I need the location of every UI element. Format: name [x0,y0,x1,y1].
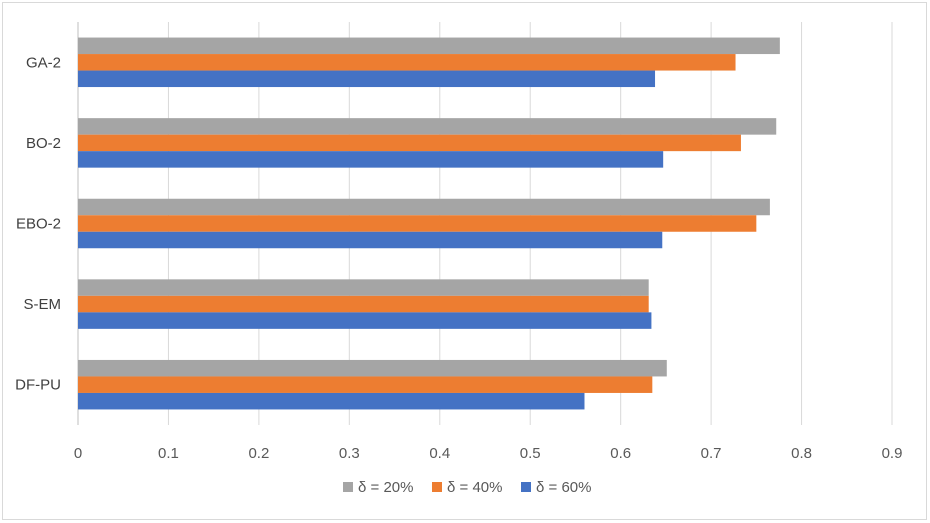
category-label: S-EM [24,296,62,313]
bar [78,70,656,88]
legend-item-label: δ = 60% [536,479,591,496]
bar [78,231,663,249]
category-label: EBO-2 [16,216,61,233]
bar [78,54,736,71]
legend-item-label: δ = 20% [358,479,413,496]
x-tick-label: 0 [74,445,82,462]
category-label: DF-PU [15,377,61,394]
bar [78,279,649,296]
bar [78,37,780,55]
bar [78,376,653,393]
bar [78,312,652,329]
legend: δ = 20% δ = 40% δ = 60% [343,479,591,496]
bar [78,215,757,232]
x-tick-label: 0.9 [882,445,903,462]
bar [78,151,664,168]
legend-swatch [343,482,353,492]
bar [78,392,585,410]
x-tick-label: 0.4 [429,445,450,462]
category-label: BO-2 [26,135,61,152]
x-tick-label: 0.2 [248,445,269,462]
legend-swatch [432,482,442,492]
bar [78,118,777,135]
x-tick-label: 0.3 [339,445,360,462]
gridlines [77,22,893,425]
bars [78,37,780,410]
category-label: GA-2 [26,54,61,71]
bar [78,295,649,313]
x-tick-label: 0.5 [520,445,541,462]
axes: 0 0.1 0.2 0.3 0.4 0.5 0.6 0.7 0.8 0.9 GA-2 BO-2 EBO-… [15,54,902,462]
bar [78,134,741,152]
x-tick-label: 0.1 [158,445,179,462]
legend-item-label: δ = 40% [447,479,502,496]
x-tick-label: 0.8 [791,445,812,462]
x-tick-label: 0.7 [701,445,722,462]
x-tick-label: 0.6 [610,445,631,462]
bar [78,359,667,377]
legend-swatch [521,482,531,492]
bar [78,198,770,216]
